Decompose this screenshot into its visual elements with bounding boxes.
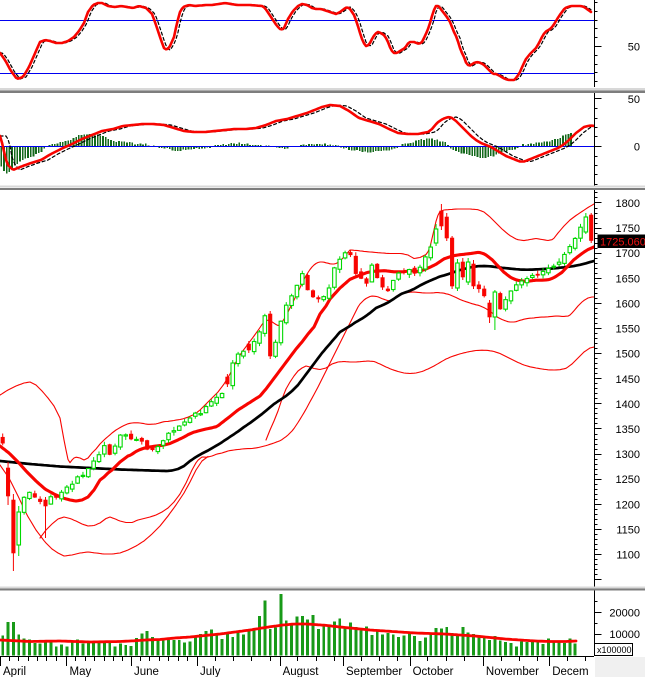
svg-text:20000: 20000 — [609, 607, 640, 619]
svg-text:1200: 1200 — [616, 499, 640, 511]
svg-text:1150: 1150 — [616, 524, 640, 536]
svg-text:10000: 10000 — [609, 629, 640, 641]
svg-text:1800: 1800 — [616, 198, 640, 210]
svg-text:1400: 1400 — [616, 399, 640, 411]
svg-text:1450: 1450 — [616, 374, 640, 386]
svg-text:July: July — [200, 666, 221, 677]
svg-text:September: September — [346, 666, 402, 677]
svg-text:1100: 1100 — [616, 550, 640, 562]
svg-text:1750: 1750 — [616, 223, 640, 235]
svg-text:October: October — [413, 666, 454, 677]
svg-text:May: May — [70, 666, 92, 677]
svg-text:August: August — [283, 666, 320, 677]
svg-text:1350: 1350 — [616, 424, 640, 436]
svg-text:June: June — [134, 666, 159, 677]
svg-text:1700: 1700 — [616, 248, 640, 260]
svg-text:0: 0 — [634, 142, 640, 154]
svg-text:April: April — [3, 666, 26, 677]
svg-text:1600: 1600 — [616, 298, 640, 310]
svg-text:50: 50 — [628, 42, 640, 54]
svg-text:1300: 1300 — [616, 449, 640, 461]
svg-text:Decem: Decem — [552, 666, 588, 677]
svg-text:1550: 1550 — [616, 324, 640, 336]
svg-text:x100000: x100000 — [597, 645, 632, 655]
svg-text:1650: 1650 — [616, 273, 640, 285]
svg-text:1250: 1250 — [616, 474, 640, 486]
svg-text:1725.060: 1725.060 — [600, 236, 645, 248]
svg-text:November: November — [486, 666, 539, 677]
svg-text:50: 50 — [628, 94, 640, 106]
svg-text:1500: 1500 — [616, 349, 640, 361]
